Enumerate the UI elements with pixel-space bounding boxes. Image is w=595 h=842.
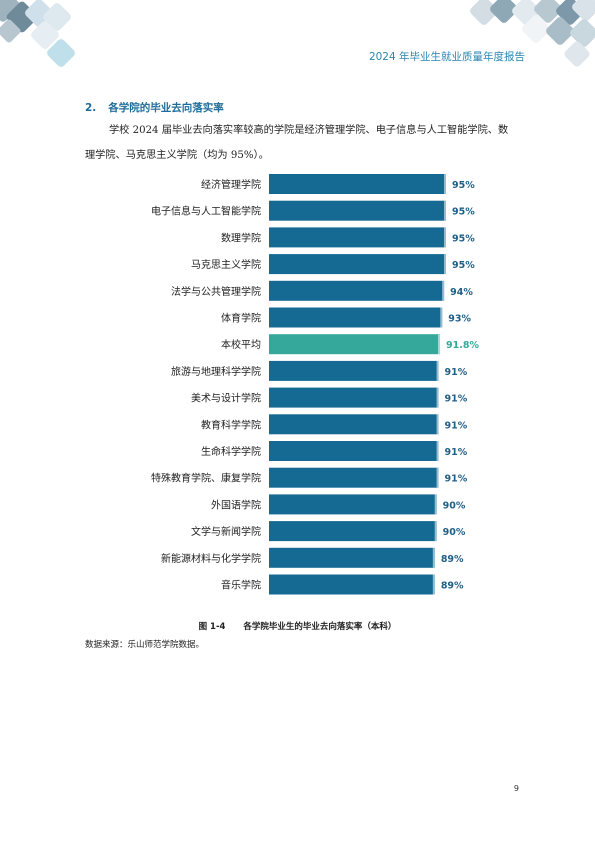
- college-bar: [269, 467, 439, 488]
- bar-end-highlight: [444, 174, 446, 194]
- bar-end-highlight: [444, 227, 446, 248]
- bar-end-highlight: [432, 574, 435, 595]
- college-bar: [269, 547, 435, 568]
- value-label: 90%: [443, 500, 466, 511]
- value-label: 93%: [448, 314, 471, 325]
- bar-end-highlight: [438, 334, 441, 355]
- value-label: 94%: [450, 287, 473, 298]
- category-label: 本校平均: [221, 338, 261, 351]
- college-bar: [269, 254, 446, 275]
- college-bar: [269, 280, 445, 301]
- category-label: 外国语学院: [211, 498, 261, 511]
- figure-number: 图 1-4: [198, 622, 226, 632]
- college-bar: [269, 521, 437, 542]
- bar-end-highlight: [436, 387, 439, 408]
- category-label: 音乐学院: [221, 579, 261, 592]
- figure-caption-text: 各学院毕业生的毕业去向落实率（本科）: [243, 622, 397, 632]
- category-label: 数理学院: [221, 231, 261, 244]
- section-heading: 2. 各学院的毕业去向落实率: [85, 100, 224, 115]
- category-label: 经济管理学院: [201, 178, 261, 191]
- value-label: 95%: [452, 180, 475, 191]
- intro-paragraph: 学校 2024 届毕业去向落实率较高的学院是经济管理学院、电子信息与人工智能学院…: [85, 125, 509, 161]
- header-decoration-right: [470, 0, 595, 67]
- bar-end-highlight: [434, 494, 437, 515]
- college-bar: [269, 574, 435, 595]
- category-label: 电子信息与人工智能学院: [151, 205, 261, 218]
- value-label: 90%: [443, 527, 466, 538]
- bar-end-highlight: [444, 200, 446, 221]
- bar-end-highlight: [442, 280, 445, 301]
- value-label: 95%: [452, 233, 475, 244]
- college-bar: [269, 360, 439, 381]
- data-source-note: 数据来源：乐山师范学院数据。: [85, 640, 205, 650]
- value-label: 91%: [445, 394, 468, 405]
- college-bar: [269, 414, 439, 435]
- college-bar: [269, 227, 446, 248]
- value-label: 91%: [445, 420, 468, 431]
- bar-end-highlight: [440, 307, 443, 328]
- value-label: 95%: [452, 207, 475, 218]
- page-number: 9: [513, 784, 519, 793]
- bar-end-highlight: [432, 547, 435, 568]
- bar-end-highlight: [444, 254, 446, 275]
- value-label: 95%: [452, 260, 475, 271]
- category-label: 法学与公共管理学院: [171, 285, 261, 298]
- college-bar: [269, 387, 439, 408]
- category-label: 生命科学学院: [201, 445, 261, 458]
- section-number: 2.: [85, 102, 97, 114]
- college-bar: [269, 307, 443, 328]
- category-label: 美术与设计学院: [191, 392, 261, 405]
- value-label: 91%: [445, 447, 468, 458]
- category-label: 教育科学学院: [201, 418, 261, 431]
- section-title: 各学院的毕业去向落实率: [108, 102, 224, 114]
- bar-end-highlight: [436, 414, 439, 435]
- category-label: 新能源材料与化学学院: [161, 552, 261, 565]
- bar-end-highlight: [436, 441, 439, 461]
- figure-caption: 图 1-4 各学院毕业生的毕业去向落实率（本科）: [0, 620, 595, 632]
- value-label: 89%: [441, 581, 464, 592]
- category-label: 马克思主义学院: [191, 258, 261, 271]
- value-label: 89%: [441, 554, 464, 565]
- category-label: 体育学院: [221, 312, 261, 325]
- value-label: 91%: [445, 474, 468, 485]
- college-bar: [269, 441, 439, 461]
- average-bar: [269, 334, 441, 355]
- college-bar: [269, 174, 446, 194]
- bar-end-highlight: [436, 360, 439, 381]
- bar-end-highlight: [434, 521, 437, 542]
- college-placement-bar-chart: 经济管理学院 95% 电子信息与人工智能学院 95% 数理学院 95% 马克思主义学院 95%…: [151, 174, 479, 595]
- bar-end-highlight: [436, 467, 439, 488]
- college-bar: [269, 200, 446, 221]
- category-label: 文学与新闻学院: [191, 525, 261, 538]
- category-label: 特殊教育学院、康复学院: [151, 472, 261, 485]
- header-decoration-left: [0, 0, 75, 67]
- value-label: 91.8%: [446, 340, 479, 351]
- college-bar: [269, 494, 437, 515]
- category-label: 旅游与地理科学学院: [171, 365, 261, 378]
- report-header-title: 2024 年毕业生就业质量年度报告: [368, 51, 525, 63]
- value-label: 91%: [445, 367, 468, 378]
